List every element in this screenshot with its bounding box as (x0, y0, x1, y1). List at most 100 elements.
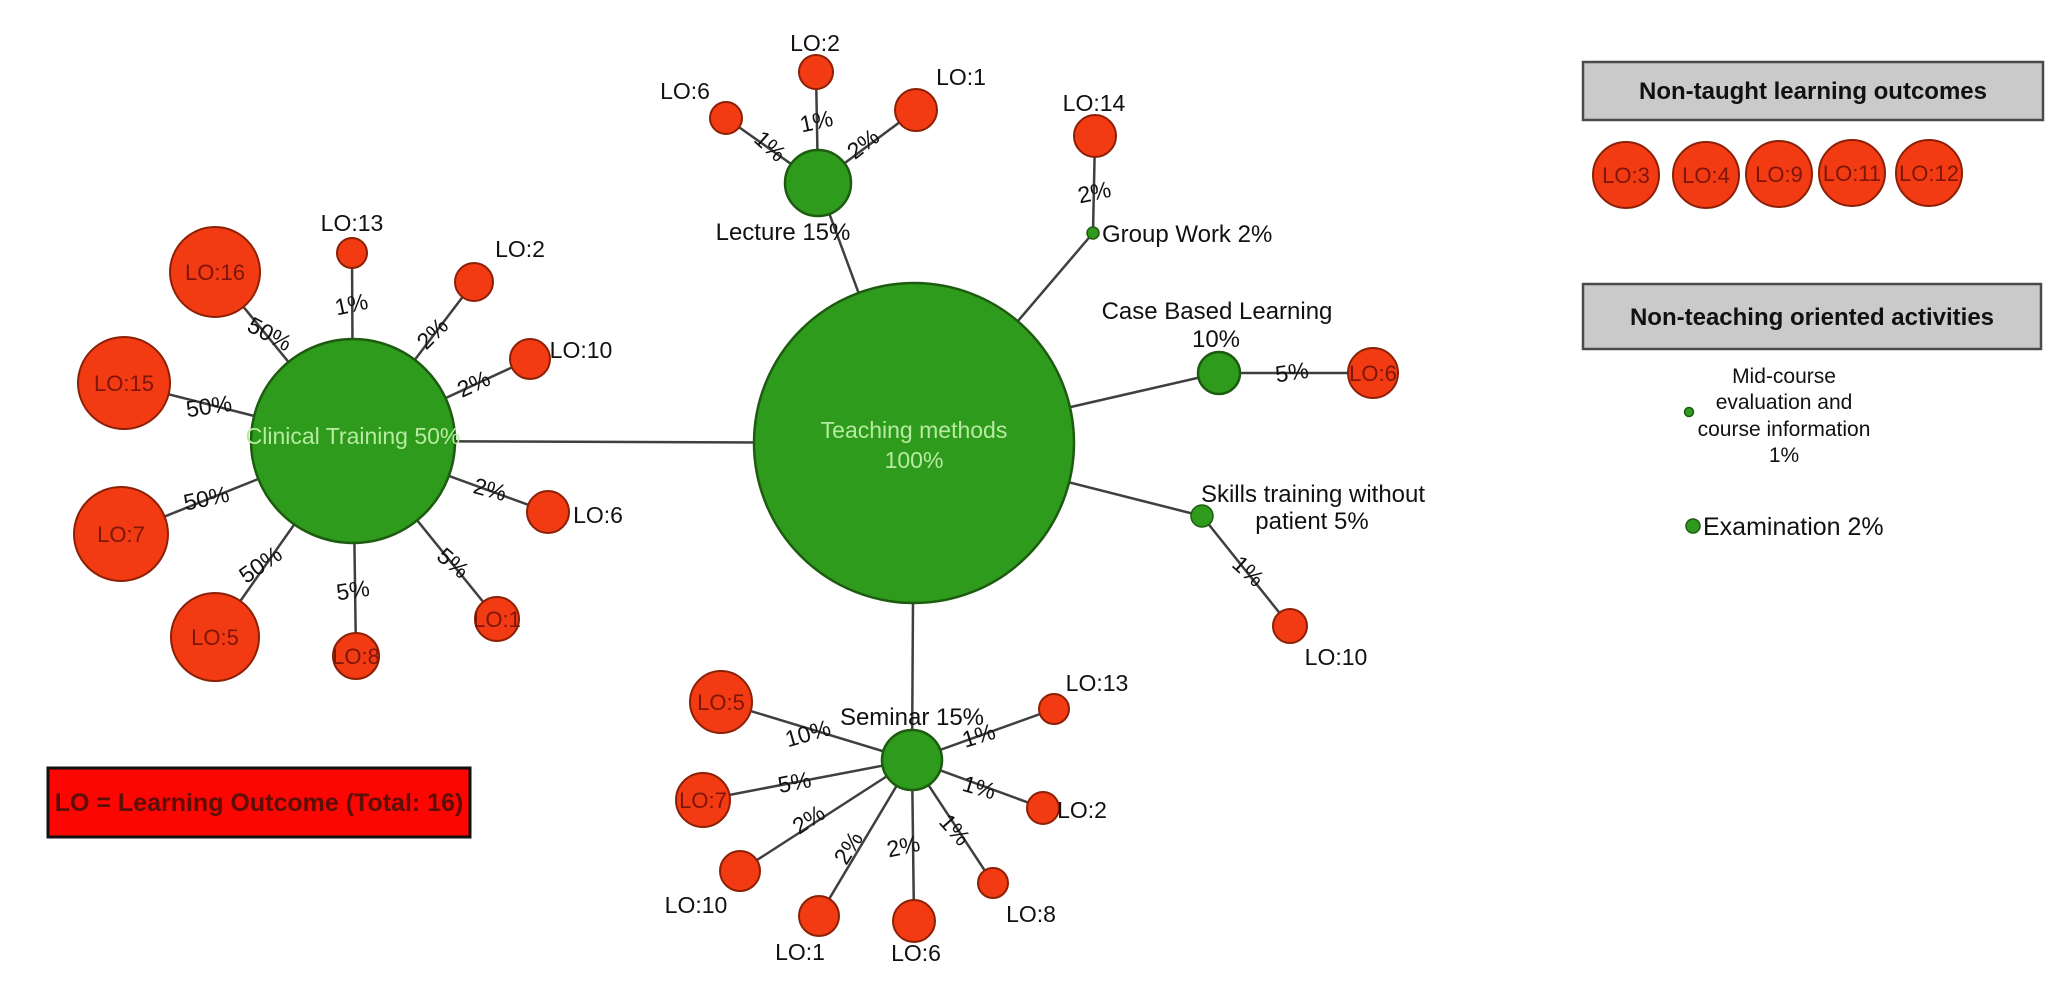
non-taught-panel: Non-taught learning outcomes LO:3 LO:4 LO:… (1581, 60, 2045, 209)
node-lecture-lo-2 (798, 54, 834, 90)
node-case-based-learning-lo-6 (1347, 347, 1399, 399)
label-clinical-lo-16: LO:16 (185, 260, 245, 285)
node-lecture (783, 148, 853, 218)
label-skills-training-lo-10: LO:10 (1305, 644, 1368, 670)
label-non-taught-lo-9: LO:9 (1755, 162, 1803, 187)
pct-label-clinical-lo-6: 2% (471, 472, 510, 506)
examination-node (1685, 518, 1701, 534)
pct-label-clinical-lo-16: 50% (243, 312, 296, 357)
label-case-based-learning-1: 10% (1192, 326, 1240, 353)
node-seminar-lo-1 (798, 895, 840, 937)
pct-label-lecture-lo-2: 1% (797, 105, 835, 137)
legend-label: LO = Learning Outcome (Total: 16) (55, 789, 464, 817)
node-non-taught-lo-9 (1745, 140, 1813, 208)
label-seminar-lo-5: LO:5 (697, 690, 745, 715)
mid-course-label-line2: evaluation and (1716, 391, 1853, 414)
node-group-work (1086, 226, 1100, 240)
nodes-layer (73, 54, 1399, 943)
node-clinical-lo-8 (332, 632, 380, 680)
edge-seminar-lo-5 (720, 700, 913, 762)
label-skills-training-1: patient 5% (1255, 508, 1368, 535)
label-clinical-0: Clinical Training 50% (246, 423, 461, 449)
legend-box (46, 766, 472, 839)
label-lecture-lo-1: LO:1 (936, 64, 986, 90)
node-seminar-lo-6 (892, 899, 936, 943)
non-teaching-panel: Non-teaching oriented activities Mid-cou… (1581, 282, 2043, 541)
label-non-taught-lo-11: LO:11 (1823, 161, 1881, 186)
label-clinical-lo-1: LO:1 (473, 607, 521, 632)
node-lecture-lo-6 (709, 101, 743, 135)
mid-course-label-line4: 1% (1769, 444, 1799, 467)
pct-label-seminar-lo-1: 2% (828, 827, 868, 869)
label-clinical-lo-2: LO:2 (495, 236, 545, 262)
edge-skills-training-lo-10 (1201, 515, 1291, 627)
labels-layer: LO:16 50% LO:13 1% LO:2 2% LO:10 2% LO:6 2% LO:1 5%… (94, 30, 1425, 966)
node-seminar-lo-8 (977, 867, 1009, 899)
node-non-taught-lo-3 (1592, 141, 1660, 209)
non-teaching-header-box (1581, 282, 2043, 351)
label-non-taught-lo-4: LO:4 (1682, 163, 1730, 188)
pct-label-case-based-learning-lo-6: 5% (1274, 357, 1311, 387)
pct-label-clinical-lo-8: 5% (335, 575, 372, 605)
node-non-taught-lo-11 (1818, 139, 1886, 207)
label-seminar-lo-10: LO:10 (665, 892, 728, 918)
pct-label-seminar-lo-5: 10% (782, 714, 833, 752)
label-lecture-lo-6: LO:6 (660, 78, 710, 104)
label-clinical-lo-7: LO:7 (97, 522, 145, 547)
label-non-taught-lo-12: LO:12 (1899, 161, 1959, 186)
label-seminar-lo-2: LO:2 (1057, 797, 1107, 823)
non-teaching-header-label: Non-teaching oriented activities (1630, 304, 1994, 331)
node-clinical-lo-13 (336, 237, 368, 269)
label-lecture-lo-2: LO:2 (790, 30, 840, 56)
label-seminar-lo-1: LO:1 (775, 939, 825, 965)
label-non-taught-lo-3: LO:3 (1602, 163, 1650, 188)
node-lecture-lo-1 (894, 88, 938, 132)
node-non-taught-lo-12 (1895, 139, 1963, 207)
label-seminar-lo-6: LO:6 (891, 940, 941, 966)
node-clinical-lo-10 (509, 338, 551, 380)
pct-label-group-work-lo-14: 2% (1075, 176, 1113, 208)
label-seminar-lo-8: LO:8 (1006, 901, 1056, 927)
node-clinical-lo-7 (73, 486, 169, 582)
label-seminar-0: Seminar 15% (840, 704, 984, 731)
node-skills-training (1190, 504, 1214, 528)
pct-label-clinical-lo-15: 50% (184, 390, 233, 422)
label-clinical-lo-13: LO:13 (321, 210, 384, 236)
pct-label-clinical-lo-10: 2% (453, 365, 494, 403)
mid-course-label-line1: Mid-course (1732, 365, 1836, 388)
node-group-work-lo-14 (1073, 114, 1117, 158)
label-clinical-lo-15: LO:15 (94, 371, 154, 396)
node-clinical-lo-5 (170, 592, 260, 682)
label-clinical-lo-6: LO:6 (573, 502, 623, 528)
pct-label-lecture-lo-1: 2% (842, 123, 884, 164)
node-clinical-lo-1 (474, 596, 520, 642)
pct-label-clinical-lo-7: 50% (181, 481, 231, 516)
node-seminar (880, 728, 944, 792)
node-clinical-lo-16 (169, 226, 261, 318)
pct-label-seminar-lo-10: 2% (788, 799, 830, 839)
node-clinical-lo-15 (77, 336, 171, 430)
label-seminar-lo-13: LO:13 (1066, 670, 1129, 696)
label-group-work-0: Group Work 2% (1102, 221, 1272, 248)
node-seminar-lo-2 (1026, 791, 1060, 825)
label-case-based-learning-0: Case Based Learning (1102, 298, 1333, 325)
non-taught-header-label: Non-taught learning outcomes (1639, 78, 1987, 105)
label-lecture-0: Lecture 15% (716, 219, 851, 246)
label-case-based-learning-lo-6: LO:6 (1349, 361, 1397, 386)
node-seminar-lo-10 (719, 850, 761, 892)
mid-course-label-line3: course information (1698, 418, 1871, 441)
label-teaching-1: 100% (885, 447, 944, 473)
node-case-based-learning (1196, 350, 1242, 396)
non-taught-outcomes-row: LO:3 LO:4 LO:9 LO:11 LO:12 (1592, 139, 1963, 209)
pct-label-seminar-lo-2: 1% (960, 770, 999, 804)
label-clinical-lo-8: LO:8 (332, 644, 380, 669)
legend: LO = Learning Outcome (Total: 16) (46, 766, 472, 839)
label-clinical-lo-10: LO:10 (550, 337, 613, 363)
label-seminar-lo-7: LO:7 (679, 788, 727, 813)
node-seminar-lo-13 (1038, 693, 1070, 725)
pct-label-seminar-lo-7: 5% (776, 766, 814, 798)
label-group-work-lo-14: LO:14 (1063, 90, 1126, 116)
node-seminar-lo-5 (689, 670, 753, 734)
